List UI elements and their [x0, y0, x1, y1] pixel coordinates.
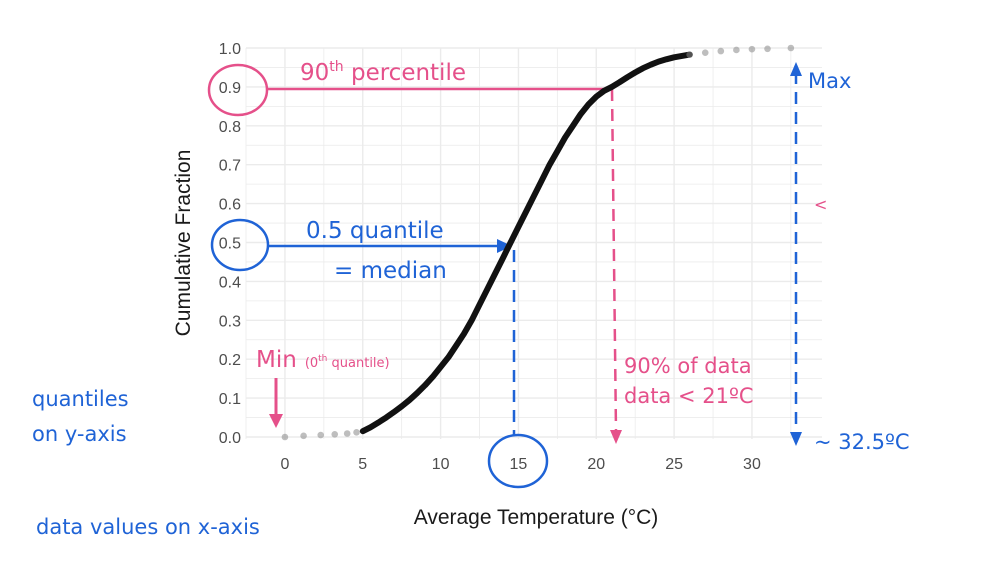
- cdf-tail-point: [717, 47, 725, 55]
- ninety-pct-label-line1: 90% of data: [624, 354, 752, 378]
- y-tick-0-5-circle: [210, 218, 270, 272]
- annotation-lines: [266, 62, 802, 446]
- max-arrow-head-down: [790, 432, 802, 446]
- median-arrow-head: [497, 239, 512, 253]
- y-tick-label: 0.5: [219, 236, 241, 253]
- cdf-curve: [359, 51, 693, 435]
- grid: [245, 47, 822, 439]
- median-label-line1: 0.5 quantile: [306, 218, 444, 244]
- y-tick-label: 0.8: [219, 119, 241, 136]
- y-tick-labels: 0.0 0.1 0.2 0.3 0.4 0.5 0.6 0.7 0.8 0.9 1.0: [219, 41, 241, 447]
- cdf-tail-point: [787, 44, 795, 52]
- cdf-tail-point: [686, 51, 693, 58]
- y-tick-label: 0.2: [219, 352, 241, 369]
- max-arrow-head-up: [790, 62, 802, 76]
- min-arrow-head: [269, 414, 283, 428]
- x-tick-label: 20: [587, 456, 605, 473]
- max-value-label: ~ 32.5ºC: [814, 430, 910, 454]
- y-axis-note-line2: on y-axis: [32, 422, 127, 446]
- x-tick-label: 0: [280, 456, 289, 473]
- max-label: Max: [808, 69, 851, 93]
- cdf-tail-point: [701, 49, 709, 56]
- cdf-tail-point: [343, 430, 351, 437]
- y-tick-label: 0.3: [219, 313, 241, 330]
- y-tick-0-9-circle: [207, 63, 269, 117]
- y-tick-label: 1.0: [219, 41, 241, 58]
- cdf-series: [359, 51, 693, 435]
- percentile-90-vertical-dashed-line: [610, 88, 618, 433]
- cdf-tail-point: [353, 429, 360, 436]
- y-axis-note-line1: quantiles: [32, 387, 129, 411]
- cdf-tail-point: [281, 433, 289, 441]
- median-label-line2: = median: [334, 258, 447, 284]
- stray-mark: <: [814, 195, 827, 214]
- x-tick-label: 30: [743, 456, 761, 473]
- y-tick-label: 0.0: [219, 430, 241, 447]
- cdf-tail-point: [331, 430, 339, 438]
- x-tick-labels: 0 5 10 15 20 25 30: [280, 456, 760, 473]
- y-axis-title: Cumulative Fraction: [172, 150, 195, 337]
- cdf-points: [281, 44, 795, 441]
- y-tick-label: 0.1: [219, 391, 241, 408]
- x-axis-note: data values on x-axis: [36, 515, 260, 539]
- ninety-pct-label-line2: data < 21ºC: [624, 384, 754, 408]
- percentile-90-label: 90th percentile: [300, 59, 466, 86]
- y-tick-label: 0.7: [219, 158, 241, 175]
- y-tick-label: 0.9: [219, 80, 241, 97]
- cdf-tail-point: [300, 432, 307, 440]
- x-tick-label: 10: [432, 456, 450, 473]
- x-tick-label: 25: [665, 456, 683, 473]
- y-tick-label: 0.6: [219, 197, 241, 214]
- x-axis-title: Average Temperature (°C): [414, 506, 659, 529]
- min-label: Min (0th quantile): [256, 347, 390, 373]
- percentile-90-arrow-head: [610, 430, 622, 444]
- x-tick-15-circle: [487, 433, 549, 489]
- annotation-circles: [207, 63, 549, 489]
- cdf-tail-point: [317, 431, 325, 439]
- cdf-tail-point: [748, 45, 756, 53]
- cdf-tail-point: [764, 45, 771, 53]
- x-tick-label: 5: [358, 456, 367, 473]
- cdf-tail-point: [733, 46, 740, 54]
- y-tick-label: 0.4: [219, 274, 241, 291]
- x-tick-label: 15: [510, 456, 528, 473]
